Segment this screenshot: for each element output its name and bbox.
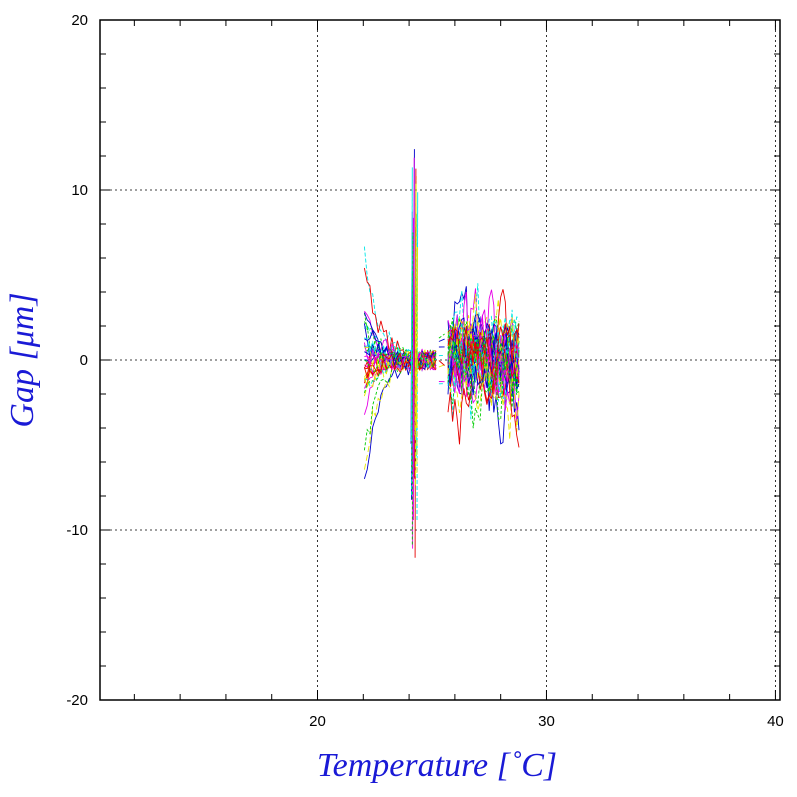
y-tick-label: -10 [66, 522, 88, 539]
data-series [363, 149, 520, 558]
noisy-series-line [447, 316, 520, 387]
noisy-series-line [447, 323, 520, 405]
spike-series-line [410, 167, 413, 496]
transient-series-line [363, 312, 437, 370]
transient-series-line [363, 350, 437, 388]
y-axis-title: Gap [μm] [4, 292, 41, 427]
tick-labels: 20 30 40 -20 -10 0 10 20 [66, 12, 783, 730]
y-tick-label: 20 [71, 12, 88, 29]
spike-series-line [414, 183, 417, 486]
x-axis-title: Temperature [˚C] [317, 747, 557, 784]
noisy-series-line [447, 318, 520, 387]
grid-lines [100, 20, 780, 700]
x-tick-label: 40 [767, 713, 784, 730]
x-tick-label: 20 [309, 713, 326, 730]
transient-series-line [364, 351, 437, 373]
transient-series-line [364, 351, 437, 387]
x-tick-label: 30 [538, 713, 555, 730]
noisy-series-line [447, 323, 520, 377]
transient-series-line [363, 323, 437, 370]
spike-series-line [415, 247, 418, 474]
spike-series-line [412, 157, 415, 521]
noisy-series-line [447, 288, 520, 423]
noisy-series-line [447, 309, 520, 394]
y-tick-label: 10 [71, 182, 88, 199]
noisy-series-line [447, 325, 520, 396]
y-tick-label: 0 [80, 352, 88, 369]
transient-series-line [363, 351, 437, 394]
noisy-series-line [447, 293, 520, 440]
spike-series-line [411, 232, 414, 545]
y-tick-label: -20 [66, 692, 88, 709]
transient-series-line [363, 349, 437, 375]
short-series-line [438, 333, 445, 339]
short-series-line [438, 360, 445, 366]
short-series-line [438, 338, 445, 342]
axis-ticks [100, 20, 780, 700]
